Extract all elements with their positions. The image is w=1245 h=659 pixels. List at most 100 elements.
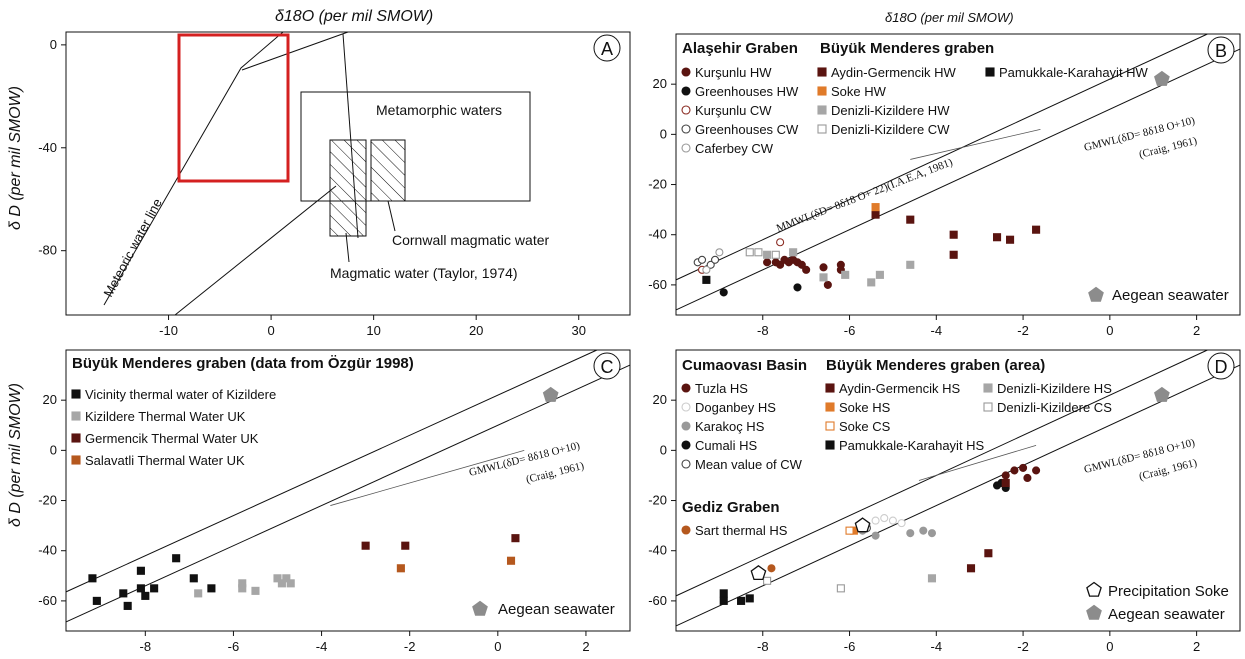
panel-b-point-greenhouses-cw-2	[706, 260, 715, 269]
craig-label-d: (Craig, 1961)	[1138, 457, 1199, 483]
panel-c-xtick-label-4: 0	[494, 639, 501, 654]
panel-d-point-aydin-germencik-hs-2	[1001, 478, 1010, 488]
panel-b-point-caferbey-cw-0	[702, 265, 711, 274]
panel-d-point-tuzla-hs-3	[1023, 473, 1032, 483]
panel-b-xtick-label-0: -8	[757, 323, 769, 338]
panel-b-legend-label-greenhouses-hw: Greenhouses HW	[695, 84, 799, 99]
panel-a-xtick-label-3: 20	[469, 323, 483, 338]
panel-b-ytick-label-3: -40	[648, 227, 667, 242]
panel-b-legend-marker-greenhouses-hw	[681, 86, 691, 96]
panel-d-legend-label-mean-value-of-cw: Mean value of CW	[695, 457, 803, 472]
aegean-label-d: Aegean seawater	[1108, 606, 1225, 623]
panel-c-ytick-label-0: 20	[43, 392, 57, 407]
panel-c-ytick-label-2: -20	[38, 493, 57, 508]
panel-d-legend-marker-mean-value-of-cw	[681, 459, 691, 469]
legend-title-cumaovasi: Cumaovası Basin	[682, 357, 807, 374]
y-axis-label-top: δ D (per mil SMOW)	[7, 86, 24, 230]
panel-b-point-aegean-seawater-0	[1154, 70, 1170, 86]
panel-b-point-kur-unlu-hw-8	[802, 265, 811, 274]
panel-c-ytick-label-4: -60	[38, 593, 57, 608]
panel-c-xtick-label-2: -4	[316, 639, 328, 654]
lower-guide-line	[174, 185, 337, 316]
panel-b-legend-marker-aydin-germencik-hw	[817, 67, 827, 77]
panel-b-ytick-label-1: 0	[660, 126, 667, 141]
panel-d-legend-label-soke-hs: Soke HS	[839, 400, 891, 415]
panel-b-xtick-label-1: -6	[844, 323, 856, 338]
panel-c-xtick-label-1: -6	[228, 639, 240, 654]
meteoric-water-line	[103, 31, 284, 306]
magmatic-label: Magmatic water (Taylor, 1974)	[330, 265, 518, 281]
aegean-label-b: Aegean seawater	[1112, 287, 1229, 304]
panel-c-legend-label-salavatli-thermal-water-uk: Salavatli Thermal Water UK	[85, 453, 245, 468]
panel-b-point-caferbey-cw-1	[715, 248, 724, 257]
panel-b-legend-label-denizli-kizildere-cw: Denizli-Kizildere CW	[831, 122, 950, 137]
metamorphic-label: Metamorphic waters	[376, 102, 502, 118]
panel-d-point-precipitation-soke-0	[750, 564, 767, 581]
panel-d-legend-marker-precipitation-soke	[1086, 581, 1102, 597]
legend-title-gediz: Gediz Graben	[682, 499, 780, 516]
panel-b-legend-marker-soke-hw	[817, 86, 827, 96]
magmatic-pointer	[345, 232, 350, 263]
panel-a-letter-circle	[593, 34, 621, 62]
panel-a-letter: A	[601, 39, 613, 59]
panel-c-point-aegean-seawater-0	[542, 386, 559, 402]
panel-d-letter-circle	[1207, 352, 1235, 380]
panel-c-point-vicinity-thermal-water-of-kizildere-2	[119, 589, 128, 598]
panel-d-point-karako-hs-4	[927, 529, 937, 538]
panel-d-point-denizli-kizildere-hs-0	[927, 574, 937, 583]
panel-d-point-aydin-germencik-hs-0	[966, 564, 976, 573]
panel-d-point-karako-hs-1	[871, 531, 880, 540]
panel-d-legend-label-doganbey-hs: Doganbey HS	[695, 400, 776, 415]
panel-c-letter: C	[601, 357, 614, 377]
panel-b-point-denizli-kizildere-cw-2	[771, 250, 780, 259]
panel-a: -10 0 10 20 30 0 -40 -80 A Metamorphic waters C…	[38, 31, 631, 338]
panel-c-point-kizildere-thermal-water-uk-2	[238, 579, 247, 588]
panel-d-ytick-label-0: 20	[653, 392, 667, 407]
panel-b-point-greenhouses-cw-3	[710, 255, 720, 264]
panel-b-xtick-label-5: 2	[1193, 323, 1200, 338]
zoom-area-box	[177, 33, 290, 183]
panel-c-letter-circle	[593, 352, 621, 380]
upper-line-c	[65, 349, 598, 593]
panel-a-xtick-label-4: 30	[571, 323, 585, 338]
gmwl-arrow-c	[330, 449, 525, 506]
panel-d-point-pamukkale-karahayit-hs-2	[737, 596, 746, 605]
panel-d-point-doganbey-hs-1	[871, 516, 880, 525]
panel-b-point-denizli-kizildere-hw-2	[819, 273, 828, 282]
panel-d-point-doganbey-hs-3	[888, 516, 897, 525]
panel-b-point-denizli-kizildere-hw-3	[841, 270, 850, 279]
panel-d-legend-marker-karako-hs	[681, 421, 691, 431]
panel-b-point-soke-hw-0	[871, 203, 880, 212]
panel-d-point-soke-cs-0	[845, 526, 854, 535]
panel-b-legend-label-kur-unlu-cw: Kurşunlu CW	[695, 103, 772, 118]
panel-a-ytick-label-2: -80	[38, 243, 57, 258]
panel-b-point-kur-unlu-hw-10	[823, 280, 832, 289]
aegean-label-c: Aegean seawater	[498, 601, 615, 618]
panel-b-point-denizli-kizildere-cw-1	[754, 248, 763, 257]
panel-b-legend-label-greenhouses-cw: Greenhouses CW	[695, 122, 799, 137]
panel-c-legend-marker-kizildere-thermal-water-uk	[71, 411, 81, 421]
upper-line-d	[675, 349, 1208, 597]
panel-c-point-vicinity-thermal-water-of-kizildere-1	[92, 596, 101, 605]
panel-d-legend-marker-denizli-kizildere-cs	[983, 402, 993, 412]
panel-b-legend-marker-pamukkale-karahayit-hw	[985, 67, 995, 77]
panel-c-point-vicinity-thermal-water-of-kizildere-8	[172, 554, 181, 563]
panel-b-frame	[675, 33, 1241, 316]
panel-c-point-kizildere-thermal-water-uk-7	[286, 579, 295, 588]
top-axis-label-b: δ18O (per mil SMOW)	[885, 10, 1014, 25]
panel-d-legend-label-pamukkale-karahayit-hs: Pamukkale-Karahayit HS	[839, 438, 985, 453]
panel-c-point-kizildere-thermal-water-uk-5	[277, 579, 286, 588]
panel-d-legend-marker-tuzla-hs	[681, 383, 691, 393]
panel-d-legend-label-cumali-hs: Cumali HS	[695, 438, 757, 453]
panel-b-legend-marker-kur-unlu-cw	[681, 105, 691, 115]
panel-c-point-germencik-thermal-water-uk-1	[401, 541, 410, 550]
panel-b-xtick-label-4: 0	[1106, 323, 1113, 338]
panel-c-point-vicinity-thermal-water-of-kizildere-4	[136, 566, 145, 575]
panel-b-letter: B	[1215, 41, 1227, 61]
panel-d-xtick-label-0: -8	[757, 639, 769, 654]
panel-d-ytick-label-4: -60	[648, 593, 667, 608]
panel-d-legend-label-aydin-germencik-hs: Aydin-Germencik HS	[839, 381, 960, 396]
panel-d-point-tuzla-hs-1	[1010, 466, 1019, 475]
